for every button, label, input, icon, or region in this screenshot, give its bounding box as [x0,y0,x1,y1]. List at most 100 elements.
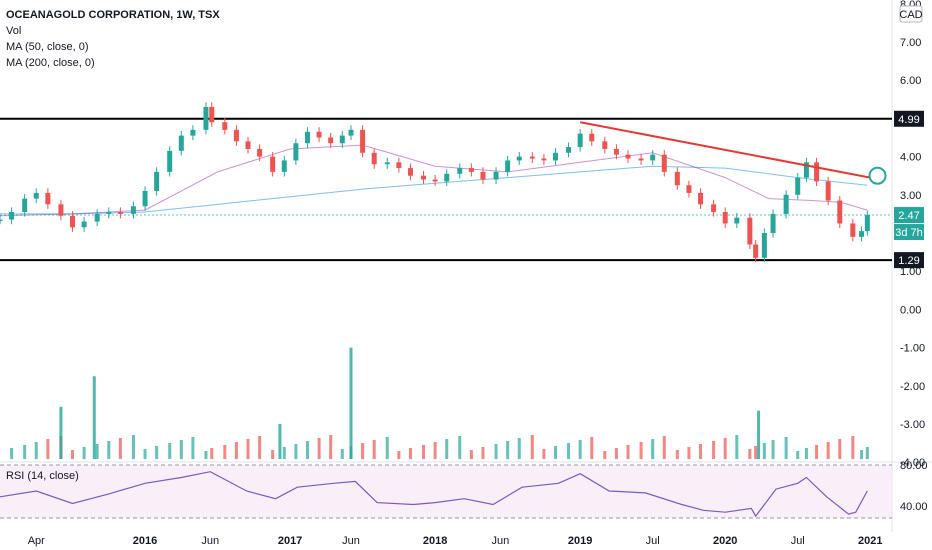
volume-spike [92,376,96,459]
candle-body [505,160,511,172]
candle-body [432,179,438,182]
volume-bar [590,437,594,459]
candle-body [421,175,427,180]
volume-bar [210,448,214,459]
volume-spike [278,424,282,459]
candle-body [625,154,631,159]
volume-bar [372,440,376,459]
chart-legend: OCEANAGOLD CORPORATION, 1W, TSX Vol MA (… [6,7,220,71]
candle-body [190,129,196,136]
candle-body [70,215,76,228]
candle-body [106,211,112,214]
candle-body [348,129,354,136]
volume-bar [687,447,691,459]
candle-body [22,198,28,212]
volume-bar [46,439,50,459]
candle-body [516,156,522,161]
candle-body [316,131,322,138]
candle-body [795,177,801,195]
volume-bar [294,444,298,459]
volume-bar [143,449,147,459]
candle-body [814,162,820,182]
rsi-line [0,471,868,518]
legend-vol: Vol [6,25,22,37]
volume-bar [271,450,275,459]
volume-spike [59,406,63,459]
volume-bar [662,436,666,459]
candle-body [407,168,413,176]
volume-bar [675,450,679,459]
candle-body [222,122,228,130]
volume-spike [757,410,761,459]
volume-spike [349,347,353,459]
volume-bar [34,442,38,459]
y-tick-label: 6.00 [900,75,921,87]
chart-title: OCEANAGOLD CORPORATION, 1W, TSX [6,9,220,21]
volume-bar [614,448,618,459]
rsi-legend: RSI (14, close) [6,470,79,482]
volume-bar [735,435,739,459]
volume-bar [155,446,159,459]
volume-bar [458,436,462,459]
level-tag [894,252,924,269]
volume-bar [567,443,571,459]
volume-bar [603,451,607,459]
candle-body [209,106,215,123]
candle-body [650,154,656,161]
volume-bar [23,445,27,459]
volume-bar [191,437,195,459]
candle-body [698,192,704,205]
candle-body [541,158,547,161]
candle-body [142,190,148,207]
volume-bar [506,441,510,459]
candle-body [722,211,728,224]
volume-bar [796,451,800,459]
volume-bar [578,440,582,459]
candle-body [553,152,559,161]
volume-bar [542,449,546,459]
breakout-circle-icon [868,166,887,185]
candle-body [589,133,595,142]
volume-bar [851,436,855,459]
candle-body [328,137,334,144]
level-tag [894,110,924,127]
countdown-label: 3d 7h [895,227,923,239]
candle-body [825,181,831,201]
volume-bar [865,447,869,459]
candle-body [58,204,64,216]
x-tick-label: 2016 [133,535,157,547]
volume-bar [340,449,344,459]
candle-body [674,171,680,186]
volume-bar [246,439,250,459]
candle-body [602,141,608,149]
y-tick-label: 0.00 [900,304,921,316]
volume-bar [408,448,412,459]
x-tick-label: 2019 [568,535,592,547]
level-label: 1.29 [898,255,919,267]
candle-body [0,219,3,222]
volume-bar [469,450,473,459]
volume-bar [639,442,643,459]
x-tick-label: 2021 [858,535,882,547]
volume-bar [748,449,752,459]
candle-body [747,217,753,245]
y-tick-label: 3.00 [900,190,921,202]
x-tick-label: Jun [201,535,219,547]
volume-bar [433,442,437,459]
volume-bar [784,437,788,459]
candle-body [753,244,759,258]
candle-body [566,147,572,153]
candle-body [850,223,856,237]
candle-body [734,217,740,224]
candle-body [270,156,276,172]
candle-body [770,213,776,233]
volume-bar [258,436,262,459]
volume-bar [107,441,111,459]
candle-body [45,192,51,205]
volume-bar [517,438,521,459]
volume-bar [554,446,558,459]
volume-bar [712,441,716,459]
x-tick-label: Apr [28,535,45,547]
x-tick-label: 2020 [713,535,737,547]
